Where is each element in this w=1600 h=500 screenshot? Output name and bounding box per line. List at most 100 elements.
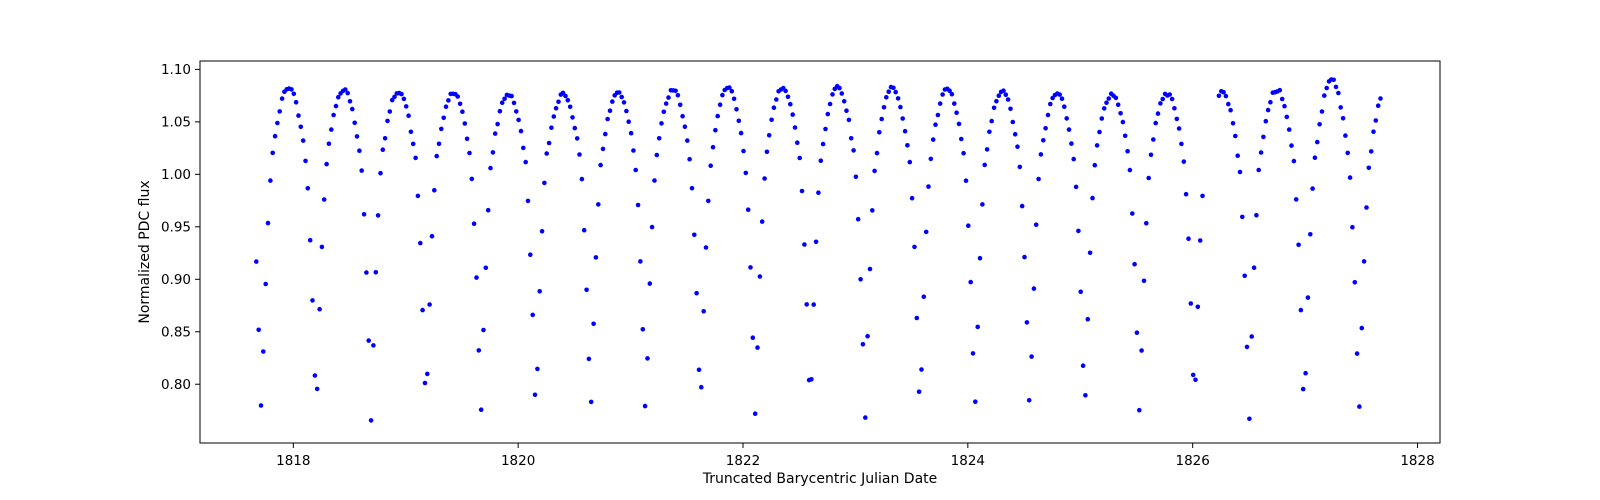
data-point — [1242, 273, 1247, 279]
data-point — [666, 95, 671, 100]
data-point — [825, 111, 831, 117]
data-point — [579, 176, 585, 182]
data-point — [551, 114, 557, 119]
data-point — [827, 101, 833, 107]
data-point — [677, 102, 683, 108]
data-point — [537, 289, 542, 294]
x-axis-ticks: 1818 1820 1822 1824 1826 1828 — [276, 443, 1435, 469]
data-point — [952, 101, 957, 106]
data-point — [1293, 197, 1299, 202]
data-point — [1141, 278, 1147, 284]
data-point — [357, 148, 362, 153]
data-point — [291, 91, 297, 97]
data-point — [1120, 119, 1126, 125]
data-point — [455, 94, 461, 99]
data-point — [926, 184, 931, 189]
data-point — [1331, 77, 1336, 83]
data-point — [703, 245, 709, 250]
data-point — [446, 98, 451, 103]
data-point — [933, 122, 938, 127]
data-point — [1029, 354, 1034, 359]
data-point — [485, 207, 491, 213]
data-point — [841, 99, 847, 104]
data-point — [1317, 122, 1322, 127]
x-tick-label: 1824 — [951, 453, 985, 469]
data-point — [982, 162, 987, 168]
data-point — [434, 153, 440, 159]
data-point — [511, 100, 517, 106]
data-point — [1279, 96, 1285, 102]
data-point — [1062, 104, 1067, 109]
data-point — [795, 140, 800, 145]
data-point — [991, 105, 997, 111]
data-point — [1026, 398, 1032, 403]
data-point — [680, 113, 685, 119]
data-point — [326, 141, 332, 146]
data-point — [905, 143, 910, 148]
data-point — [673, 88, 678, 94]
y-tick-label: 1.00 — [161, 167, 191, 183]
data-point — [483, 265, 489, 271]
data-point — [1087, 250, 1093, 256]
data-point — [893, 89, 898, 95]
data-point — [954, 110, 959, 115]
data-point — [586, 356, 592, 362]
data-point — [844, 108, 849, 113]
data-point — [253, 259, 259, 264]
data-point — [1298, 307, 1304, 313]
data-point — [296, 113, 301, 118]
data-point — [1017, 164, 1023, 170]
data-point — [930, 137, 936, 142]
data-point — [1080, 363, 1086, 369]
data-point — [1151, 137, 1156, 142]
data-point — [1228, 107, 1233, 113]
data-point — [441, 115, 447, 121]
data-point — [879, 116, 884, 122]
data-point — [811, 302, 816, 307]
data-point — [973, 399, 978, 405]
data-point — [380, 147, 386, 152]
data-point — [261, 349, 266, 354]
data-point — [717, 102, 723, 107]
data-point — [420, 307, 425, 313]
data-point — [701, 309, 706, 314]
data-point — [757, 274, 763, 279]
data-point — [499, 100, 505, 105]
data-point — [706, 198, 711, 204]
data-point — [1291, 158, 1297, 164]
data-point — [502, 96, 507, 102]
data-point — [331, 112, 336, 118]
data-point — [1071, 156, 1076, 162]
data-point — [626, 119, 631, 124]
data-point — [738, 130, 744, 136]
data-point — [802, 242, 807, 247]
data-point — [1167, 92, 1172, 97]
data-point — [256, 327, 262, 333]
data-point — [1038, 152, 1044, 157]
data-point — [788, 101, 793, 107]
data-point — [1216, 93, 1222, 99]
data-point — [387, 109, 393, 114]
data-point — [1340, 116, 1346, 121]
data-point — [401, 96, 407, 102]
data-point — [783, 88, 788, 94]
data-point — [799, 188, 805, 194]
data-point — [649, 224, 655, 230]
data-point — [413, 155, 418, 161]
data-point — [577, 152, 582, 157]
data-point — [1305, 295, 1311, 300]
data-point — [1188, 301, 1194, 306]
data-point — [1139, 348, 1144, 353]
data-point — [1059, 96, 1065, 101]
data-point — [319, 244, 325, 250]
data-point — [1347, 175, 1353, 180]
data-point — [593, 255, 599, 260]
data-point — [1364, 205, 1369, 210]
data-point — [364, 270, 369, 275]
data-point — [1233, 133, 1238, 139]
data-point — [961, 150, 966, 156]
data-point — [631, 148, 636, 153]
data-point — [1057, 92, 1062, 97]
data-point — [642, 403, 648, 409]
data-point — [1197, 238, 1203, 243]
